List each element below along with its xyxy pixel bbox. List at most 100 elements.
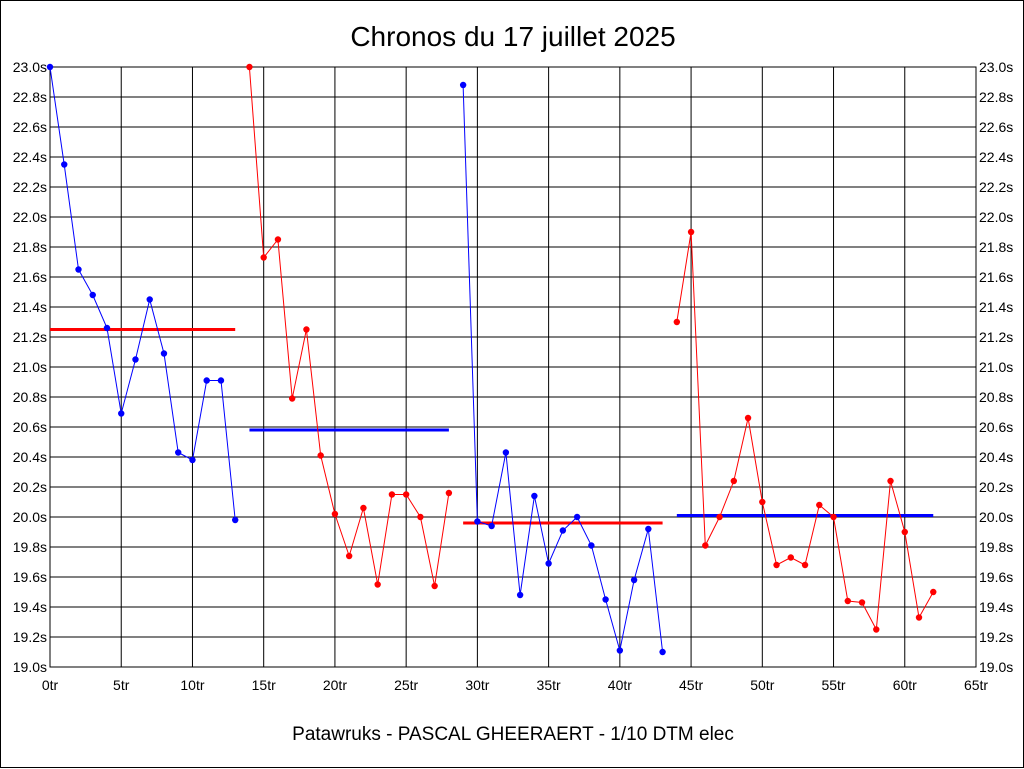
y-tick-label-left: 22.0s [13,209,47,225]
y-tick-label-right: 19.4s [979,599,1013,615]
y-tick-label-right: 22.2s [979,179,1013,195]
data-point [474,518,481,525]
y-tick-label-right: 19.6s [979,569,1013,585]
data-point [844,597,851,605]
x-tick-label: 20tr [323,677,347,693]
chart-footer: Patawruks - PASCAL GHEERAERT - 1/10 DTM … [292,724,734,745]
data-point [459,81,467,89]
data-point [345,552,353,560]
y-tick-label-right: 22.6s [979,119,1013,135]
data-point [616,647,624,654]
data-point [61,161,68,168]
y-tick-label-left: 22.8s [13,89,47,105]
series-layer [46,63,937,656]
data-point [531,492,538,500]
data-point [545,560,552,567]
y-tick-label-right: 20.4s [979,449,1013,465]
data-point [288,395,296,402]
data-point [602,596,609,603]
axes: 19.0s 19.0s 19.2s 19.2s 19.4s 19.4s 19.6s 19.6s… [13,59,1014,693]
data-point [915,614,923,621]
y-tick-label-right: 21.2s [979,329,1013,345]
x-tick-label: 50tr [750,677,774,693]
data-point [702,542,709,549]
data-point [816,501,823,509]
data-point [730,477,738,485]
y-tick-label-left: 19.0s [13,659,47,675]
data-point [645,525,652,533]
data-point [573,513,581,521]
x-tick-label: 15tr [252,677,276,693]
data-point [858,599,866,606]
x-tick-label: 45tr [679,677,703,693]
y-tick-label-left: 20.0s [13,509,47,525]
y-tick-label-right: 21.8s [979,239,1013,255]
y-tick-label-right: 19.2s [979,629,1013,645]
y-tick-label-right: 20.2s [979,479,1013,495]
y-tick-label-left: 21.2s [13,329,47,345]
y-tick-label-left: 23.0s [13,59,47,75]
data-point [773,561,780,569]
data-point [445,489,453,497]
y-tick-label-right: 23.0s [979,59,1013,75]
data-point [175,449,182,456]
data-point [75,266,82,273]
y-tick-label-left: 22.6s [13,119,47,135]
x-tick-label: 25tr [394,677,418,693]
x-tick-label: 30tr [465,677,489,693]
y-tick-label-right: 22.4s [979,149,1013,165]
data-point [217,377,225,384]
x-tick-label: 60tr [893,677,917,693]
data-point [274,236,282,243]
data-point [246,63,253,71]
x-tick-label: 40tr [608,677,632,693]
y-tick-label-right: 20.0s [979,509,1013,525]
data-point [716,513,723,521]
data-point [901,528,908,536]
y-tick-label-left: 19.4s [13,599,47,615]
data-point [559,527,567,534]
data-point [431,582,438,590]
data-point [388,491,396,498]
y-tick-label-left: 21.0s [13,359,47,375]
series-line [49,66,236,521]
data-point [417,513,424,521]
data-point [873,626,880,633]
y-tick-label-right: 19.8s [979,539,1013,555]
y-tick-label-right: 21.6s [979,269,1013,285]
data-point [744,414,752,422]
y-tick-label-right: 22.8s [979,89,1013,105]
data-point [687,228,695,236]
y-tick-label-left: 20.6s [13,419,47,435]
data-point [787,554,794,561]
data-point [89,291,96,299]
plot-frame [49,66,977,668]
data-point [360,504,367,512]
series-line [676,231,934,632]
series-line [248,66,450,587]
y-tick-label-left: 20.8s [13,389,47,405]
data-point [502,449,510,456]
data-point [830,513,837,521]
data-point [118,410,125,417]
y-tick-label-left: 22.2s [13,179,47,195]
x-tick-label: 35tr [537,677,561,693]
data-point [930,588,937,596]
data-point [232,516,239,524]
data-point [160,350,168,357]
y-tick-label-left: 20.4s [13,449,47,465]
y-tick-label-left: 19.8s [13,539,47,555]
y-tick-label-right: 20.8s [979,389,1013,405]
x-tick-label: 0tr [42,677,59,693]
data-point [402,491,410,498]
data-point [303,326,310,333]
data-point [46,63,54,71]
data-point [132,356,139,363]
y-tick-label-right: 22.0s [979,209,1013,225]
y-tick-label-right: 21.0s [979,359,1013,375]
y-tick-label-left: 21.4s [13,299,47,315]
y-tick-label-right: 21.4s [979,299,1013,315]
grid [49,66,977,668]
data-point [317,452,324,459]
